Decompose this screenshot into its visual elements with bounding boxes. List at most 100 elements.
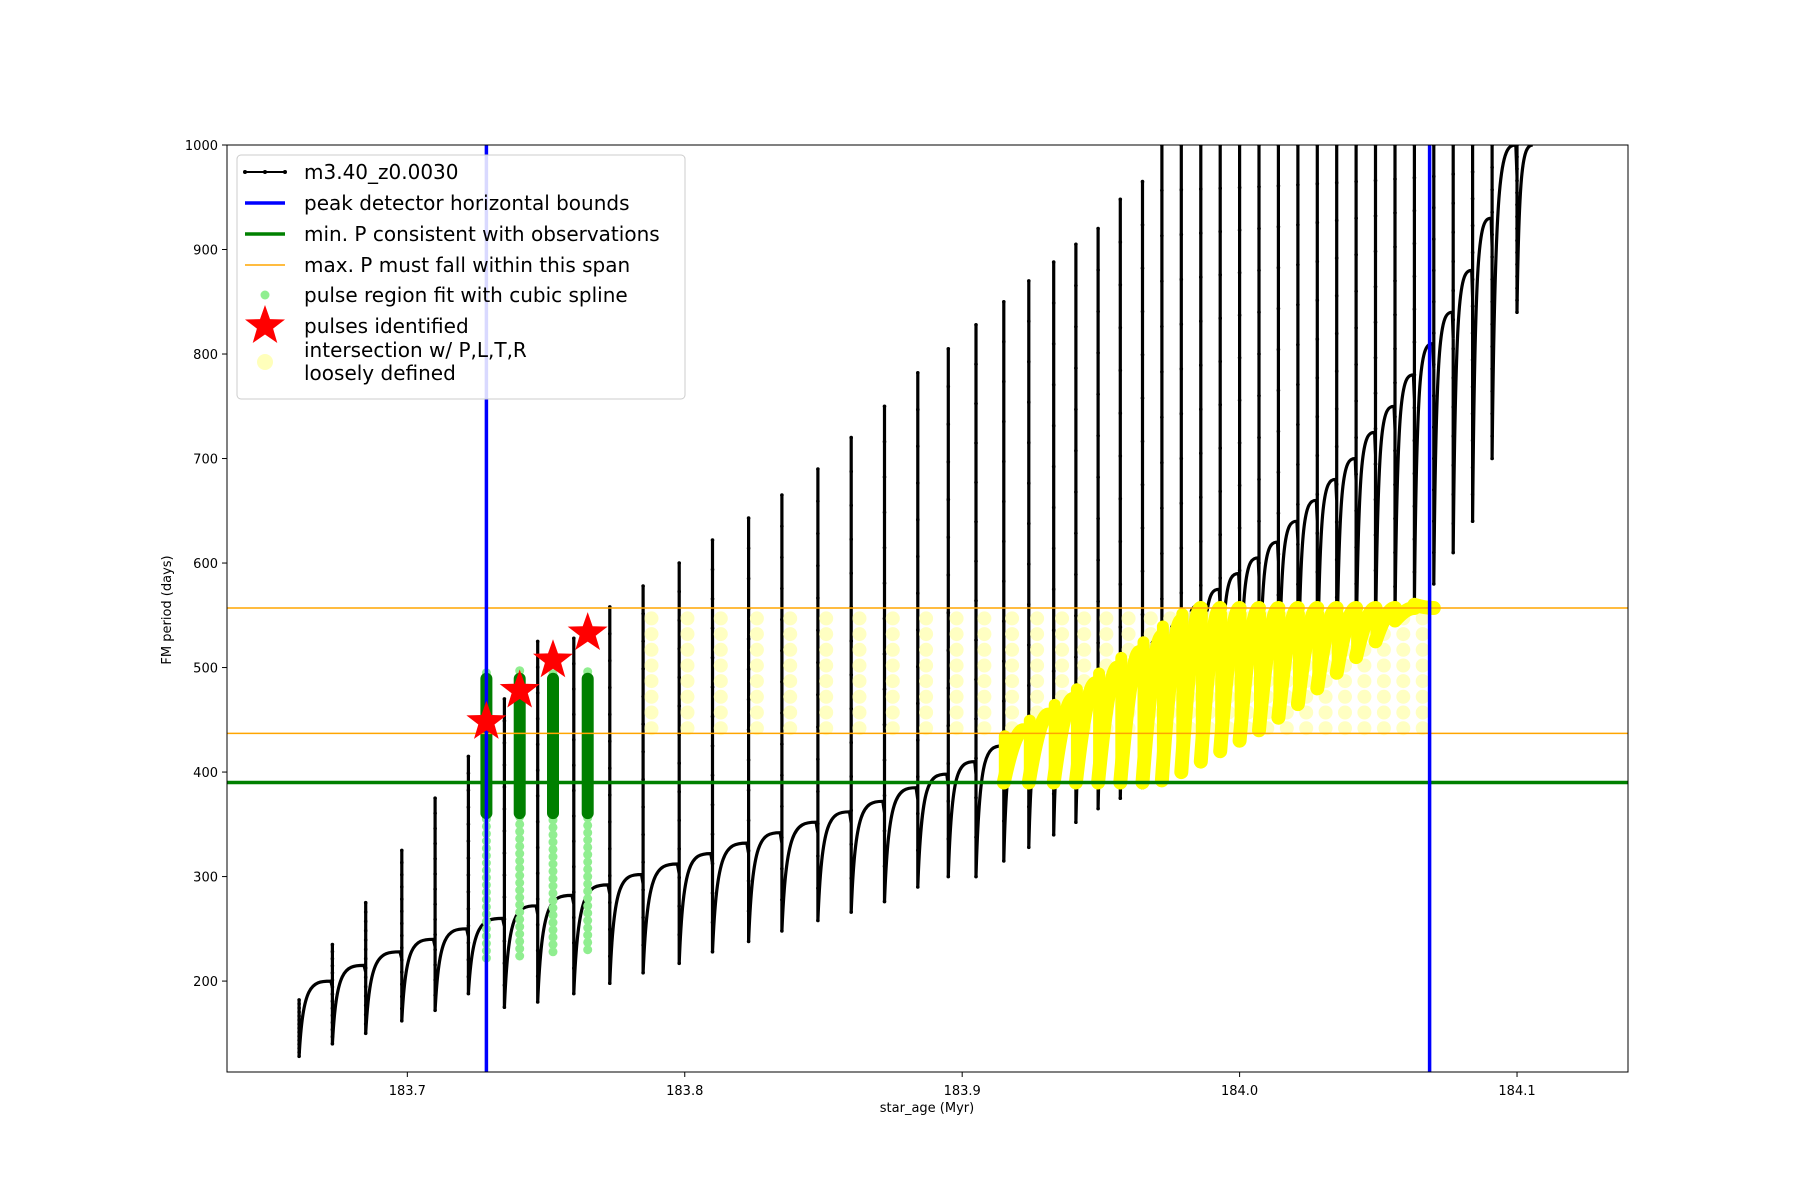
track-point [1257, 310, 1261, 315]
track-point [1237, 185, 1242, 190]
track-point [1027, 562, 1031, 566]
pulse-region-point [583, 901, 593, 911]
track-point [363, 910, 368, 914]
track-point [400, 873, 404, 877]
intersection-halo-point [1005, 642, 1020, 657]
intersection-halo-point [977, 642, 992, 657]
track-point [780, 773, 784, 778]
legend-label: intersection w/ P,L,T,R [304, 338, 527, 362]
intersection-halo-point [680, 721, 695, 736]
track-point [1027, 683, 1031, 688]
track-point [641, 777, 645, 782]
intersection-halo-point [1415, 642, 1430, 657]
track-point [1412, 274, 1417, 279]
intersection-halo-point [885, 705, 900, 720]
track-point [466, 873, 471, 877]
intersection-halo-point [885, 611, 900, 626]
track-point [746, 818, 751, 823]
track-point [1199, 231, 1203, 235]
pulse-region-point [515, 922, 525, 932]
legend-label: max. P must fall within this span [304, 253, 630, 277]
track-point [780, 586, 784, 591]
track-point [780, 711, 784, 715]
track-point [1334, 557, 1339, 562]
y-tick-label: 800 [193, 348, 218, 363]
pulse-region-point [583, 850, 593, 860]
track-point [1074, 283, 1078, 288]
track-point [1118, 497, 1123, 501]
track-point [330, 942, 335, 947]
intersection-halo-point [749, 721, 764, 736]
track-point [916, 664, 920, 669]
intersection-halo-point [1030, 642, 1045, 657]
track-point [466, 805, 471, 809]
pulse-region-point [548, 830, 558, 840]
intersection-halo-point [1376, 674, 1391, 689]
pulse-region-point [548, 874, 558, 884]
track-point [400, 1019, 404, 1023]
track-point [1515, 286, 1519, 291]
track-point [1002, 859, 1006, 863]
track-point [1315, 298, 1320, 303]
track-point [1140, 439, 1145, 444]
intersection-halo-point [749, 642, 764, 657]
legend-box [236, 154, 686, 400]
track-point [816, 499, 820, 504]
track-point [882, 899, 887, 904]
track-point [1160, 597, 1164, 601]
pulse-region-point [548, 852, 558, 862]
legend-swatch-star [245, 305, 285, 343]
intersection-halo-point [919, 611, 934, 626]
intersection-halo-point [1279, 721, 1294, 736]
track-point [1027, 643, 1031, 647]
track-point [1096, 516, 1100, 521]
track-point [710, 773, 715, 778]
track-point [946, 724, 951, 728]
track-point [816, 821, 820, 826]
track-point [1315, 259, 1320, 264]
track-point [608, 927, 612, 932]
track-point [1160, 370, 1164, 374]
track-point [816, 725, 820, 729]
track-point [572, 712, 576, 717]
track-point [780, 804, 784, 809]
track-point [710, 567, 715, 572]
track-point [1140, 612, 1145, 617]
track-point [502, 719, 507, 723]
intersection-halo-point [819, 658, 834, 673]
track-point [916, 848, 920, 853]
track-point [946, 460, 951, 464]
track-point [1051, 833, 1056, 837]
intersection-halo-point [1030, 674, 1045, 689]
track-point [330, 999, 335, 1003]
track-point [1470, 223, 1475, 228]
track-point [502, 917, 507, 921]
track-point [1237, 398, 1242, 403]
track-point [1393, 448, 1397, 453]
pulse-region-point [583, 820, 593, 830]
track-point [710, 950, 715, 954]
track-point [1140, 179, 1145, 184]
track-point [1490, 300, 1494, 304]
track-point [816, 596, 820, 600]
track-point [1237, 568, 1242, 573]
track-point [608, 712, 612, 717]
track-point [1276, 470, 1281, 475]
track-point [535, 665, 540, 669]
track-point [466, 754, 471, 759]
track-point [1002, 459, 1006, 464]
track-point [1051, 628, 1056, 632]
pulse-region-point [583, 930, 593, 940]
track-point [677, 675, 681, 680]
track-point [1296, 462, 1300, 467]
track-point [1051, 301, 1056, 305]
track-point [1160, 279, 1164, 284]
track-point [882, 864, 887, 869]
track-point [1179, 367, 1184, 371]
track-point [1218, 273, 1222, 277]
track-point [974, 717, 978, 721]
track-point [1118, 582, 1123, 587]
track-point [1315, 570, 1320, 574]
track-point [1393, 211, 1397, 215]
track-point [1179, 232, 1184, 237]
